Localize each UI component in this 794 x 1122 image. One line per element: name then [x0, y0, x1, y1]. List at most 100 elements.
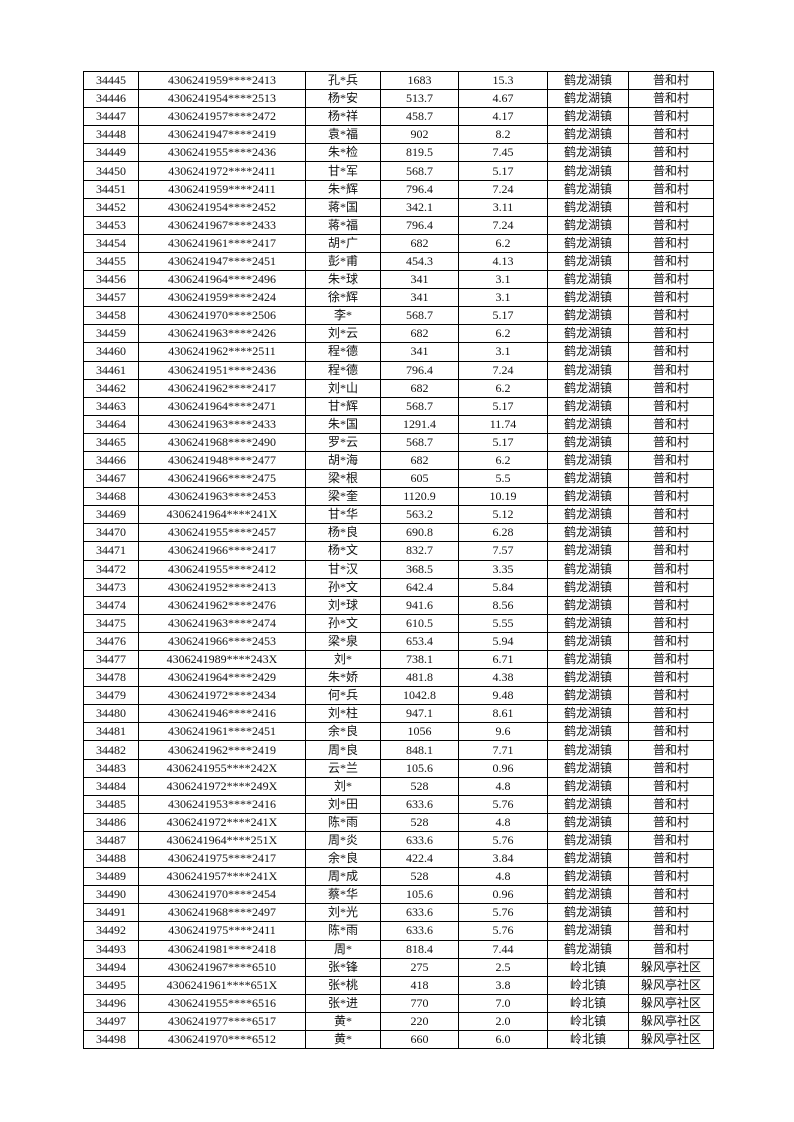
amount-cell: 341	[380, 288, 459, 308]
town-cell: 鹤龙湖镇	[547, 450, 629, 471]
row-number-cell: 34481	[83, 722, 139, 742]
amount-cell: 568.7	[380, 306, 459, 326]
village-cell: 普和村	[628, 631, 714, 652]
id-number-cell: 4306241972****249X	[138, 776, 306, 796]
village-cell: 普和村	[628, 378, 714, 398]
id-number-cell: 4306241959****2411	[138, 179, 306, 199]
table-row: 34481 4306241961****2451 余*良 1056 9.6 鹤龙湖镇 普和村	[83, 722, 714, 742]
amount-cell: 422.4	[380, 849, 459, 869]
table-row: 34495 4306241961****651X 张*桃 418 3.8 岭北镇 躲风亭社区	[83, 975, 714, 995]
row-number-cell: 34452	[83, 197, 139, 217]
table-row: 34492 4306241975****2411 陈*雨 633.6 5.76 鹤龙湖镇普…	[83, 921, 714, 941]
row-number-cell: 34455	[83, 251, 139, 272]
name-cell: 张*桃	[305, 975, 381, 995]
id-number-cell: 4306241962****2476	[138, 595, 306, 615]
town-cell: 鹤龙湖镇	[547, 324, 629, 344]
town-cell: 鹤龙湖镇	[547, 686, 629, 706]
table-row: 34459 4306241963****2426 刘*云 682 6.2 鹤龙湖镇 普和村	[83, 324, 714, 344]
value-cell: 2.5	[458, 957, 548, 977]
town-cell: 鹤龙湖镇	[547, 107, 629, 127]
id-number-cell: 4306241961****2451	[138, 722, 306, 742]
row-number-cell: 34492	[83, 921, 139, 941]
table-row: 34465 4306241968****2490 罗*云 568.7 5.17 鹤龙湖镇普…	[83, 432, 714, 452]
value-cell: 3.35	[458, 559, 548, 579]
value-cell: 4.8	[458, 812, 548, 832]
id-number-cell: 4306241946****2416	[138, 704, 306, 724]
table-row: 34453 4306241967****2433 蒋*福 796.4 7.24 鹤龙湖镇普…	[83, 215, 714, 235]
id-number-cell: 4306241959****2424	[138, 288, 306, 308]
table-row: 34487 4306241964****251X 周*炎 633.6 5.76 鹤龙湖镇普…	[83, 830, 714, 851]
row-number-cell: 34484	[83, 776, 139, 796]
row-number-cell: 34459	[83, 324, 139, 344]
row-number-cell: 34461	[83, 360, 139, 380]
town-cell: 鹤龙湖镇	[547, 523, 629, 543]
town-cell: 岭北镇	[547, 957, 629, 977]
amount-cell: 941.6	[380, 595, 459, 615]
id-number-cell: 4306241964****2429	[138, 668, 306, 688]
id-number-cell: 4306241955****242X	[138, 758, 306, 778]
row-number-cell: 34445	[83, 70, 139, 91]
amount-cell: 947.1	[380, 704, 459, 724]
name-cell: 梁*根	[305, 469, 381, 489]
amount-cell: 368.5	[380, 559, 459, 579]
table-row: 34450 4306241972****2411 甘*军 568.7 5.17 鹤龙湖镇普…	[83, 161, 714, 181]
town-cell: 岭北镇	[547, 993, 629, 1013]
table-row: 34493 4306241981****2418 周* 818.4 7.44 鹤龙湖镇 普和…	[83, 939, 714, 959]
id-number-cell: 4306241955****2436	[138, 143, 306, 163]
name-cell: 蒋*国	[305, 197, 381, 217]
value-cell: 4.8	[458, 776, 548, 796]
amount-cell: 848.1	[380, 740, 459, 760]
town-cell: 鹤龙湖镇	[547, 179, 629, 199]
town-cell: 鹤龙湖镇	[547, 342, 629, 362]
table-row: 34478 4306241964****2429 朱*娇 481.8 4.38 鹤龙湖镇普…	[83, 668, 714, 688]
table-row: 34490 4306241970****2454 蔡*华 105.6 0.96 鹤龙湖镇普…	[83, 885, 714, 905]
value-cell: 3.8	[458, 975, 548, 995]
amount-cell: 818.4	[380, 939, 459, 959]
name-cell: 刘*柱	[305, 704, 381, 724]
amount-cell: 275	[380, 957, 459, 977]
village-cell: 普和村	[628, 794, 714, 814]
value-cell: 2.0	[458, 1011, 548, 1031]
town-cell: 岭北镇	[547, 1029, 629, 1050]
town-cell: 鹤龙湖镇	[547, 758, 629, 778]
row-number-cell: 34468	[83, 487, 139, 507]
amount-cell: 341	[380, 270, 459, 290]
town-cell: 鹤龙湖镇	[547, 722, 629, 742]
village-cell: 躲风亭社区	[628, 1011, 714, 1031]
id-number-cell: 4306241970****2454	[138, 885, 306, 905]
amount-cell: 454.3	[380, 251, 459, 272]
value-cell: 7.57	[458, 541, 548, 561]
village-cell: 普和村	[628, 559, 714, 579]
village-cell: 普和村	[628, 360, 714, 380]
town-cell: 鹤龙湖镇	[547, 541, 629, 561]
village-cell: 普和村	[628, 740, 714, 760]
id-number-cell: 4306241948****2477	[138, 450, 306, 471]
name-cell: 张*进	[305, 993, 381, 1013]
row-number-cell: 34488	[83, 849, 139, 869]
town-cell: 鹤龙湖镇	[547, 396, 629, 416]
name-cell: 周*炎	[305, 830, 381, 851]
id-number-cell: 4306241954****2513	[138, 89, 306, 109]
value-cell: 4.13	[458, 251, 548, 272]
value-cell: 5.17	[458, 161, 548, 181]
value-cell: 7.44	[458, 939, 548, 959]
value-cell: 5.5	[458, 469, 548, 489]
value-cell: 0.96	[458, 885, 548, 905]
name-cell: 孙*文	[305, 613, 381, 633]
name-cell: 陈*雨	[305, 921, 381, 941]
village-cell: 普和村	[628, 885, 714, 905]
table-row: 34470 4306241955****2457 杨*良 690.8 6.28 鹤龙湖镇普…	[83, 523, 714, 543]
row-number-cell: 34489	[83, 867, 139, 887]
town-cell: 鹤龙湖镇	[547, 812, 629, 832]
village-cell: 普和村	[628, 613, 714, 633]
data-table: 34445 4306241959****2413 孔*兵 1683 15.3 鹤龙湖镇 普和…	[83, 70, 714, 1050]
name-cell: 周*	[305, 939, 381, 959]
value-cell: 5.76	[458, 903, 548, 923]
table-row: 34468 4306241963****2453 梁*奎 1120.9 10.19 鹤龙湖…	[83, 487, 714, 507]
town-cell: 鹤龙湖镇	[547, 885, 629, 905]
amount-cell: 458.7	[380, 107, 459, 127]
row-number-cell: 34494	[83, 957, 139, 977]
id-number-cell: 4306241963****2426	[138, 324, 306, 344]
amount-cell: 633.6	[380, 903, 459, 923]
amount-cell: 738.1	[380, 649, 459, 670]
